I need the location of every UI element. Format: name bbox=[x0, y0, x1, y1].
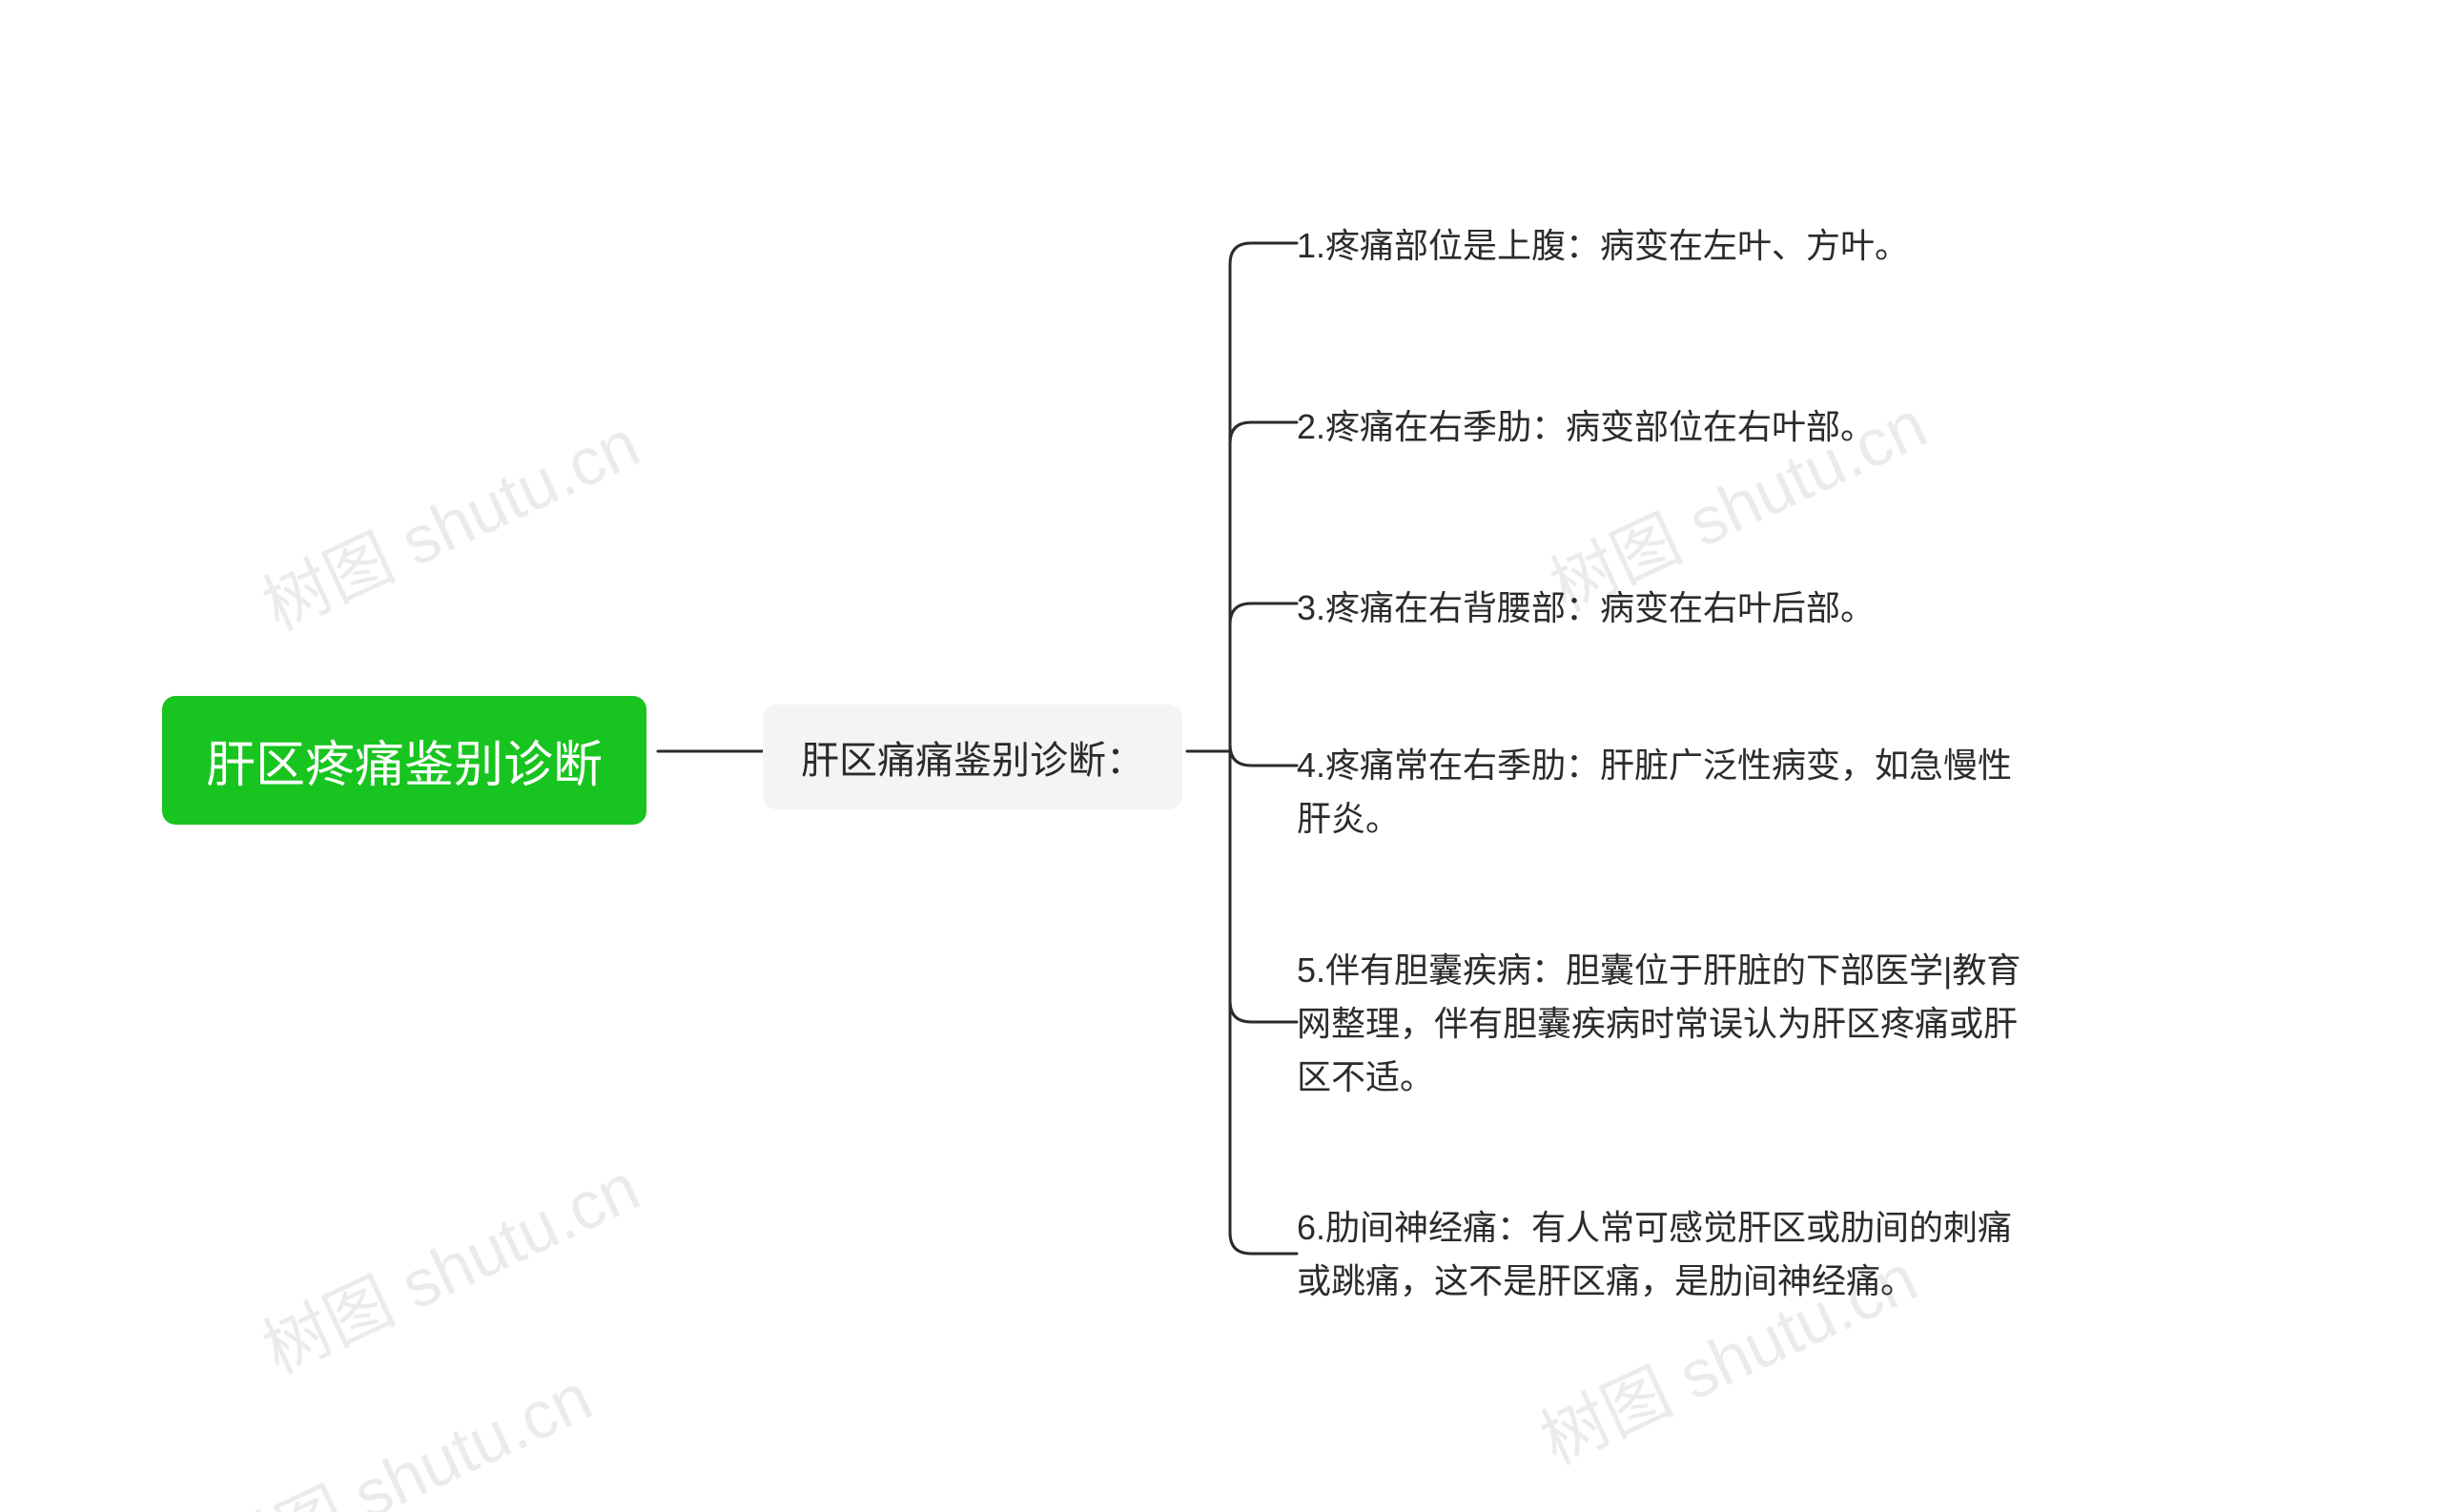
mindmap-leaf-node: 4.疼痛常在右季肋：肝脏广泛性病变，如急慢性肝炎。 bbox=[1297, 739, 2041, 846]
leaf-text: 3.疼痛在右背腰部：病变在右叶后部。 bbox=[1297, 588, 1875, 627]
watermark: 树图 shutu.cn bbox=[197, 1344, 605, 1512]
root-node-text: 肝区疼痛鉴别诊断 bbox=[206, 725, 603, 796]
mindmap-sub-node: 肝区痛痛鉴别诊断： bbox=[763, 705, 1182, 809]
leaf-text: 1.疼痛部位是上腹：病变在左叶、方叶。 bbox=[1297, 226, 1909, 265]
mindmap-leaf-node: 5.伴有胆囊疾病：胆囊位于肝脏的下部医学|教育网整理，伴有胆囊疾病时常误认为肝区… bbox=[1297, 944, 2041, 1103]
leaf-text: 2.疼痛在右季肋：病变部位在右叶部。 bbox=[1297, 407, 1875, 446]
mindmap-leaf-node: 2.疼痛在右季肋：病变部位在右叶部。 bbox=[1297, 400, 2041, 454]
sub-node-text: 肝区痛痛鉴别诊断： bbox=[801, 729, 1144, 785]
leaf-text: 6.肋间神经痛：有人常可感觉肝区或肋间的刺痛或跳痛，这不是肝区痛，是肋间神经痛。 bbox=[1297, 1208, 2012, 1300]
leaf-text: 5.伴有胆囊疾病：胆囊位于肝脏的下部医学|教育网整理，伴有胆囊疾病时常误认为肝区… bbox=[1297, 950, 2020, 1096]
mindmap-leaf-node: 1.疼痛部位是上腹：病变在左叶、方叶。 bbox=[1297, 219, 2041, 273]
mindmap-leaf-node: 3.疼痛在右背腰部：病变在右叶后部。 bbox=[1297, 582, 2041, 635]
mindmap-root-node: 肝区疼痛鉴别诊断 bbox=[162, 696, 646, 825]
watermark: 树图 shutu.cn bbox=[245, 391, 652, 649]
mindmap-leaf-node: 6.肋间神经痛：有人常可感觉肝区或肋间的刺痛或跳痛，这不是肝区痛，是肋间神经痛。 bbox=[1297, 1201, 2041, 1308]
leaf-text: 4.疼痛常在右季肋：肝脏广泛性病变，如急慢性肝炎。 bbox=[1297, 746, 2012, 838]
watermark: 树图 shutu.cn bbox=[245, 1134, 652, 1393]
